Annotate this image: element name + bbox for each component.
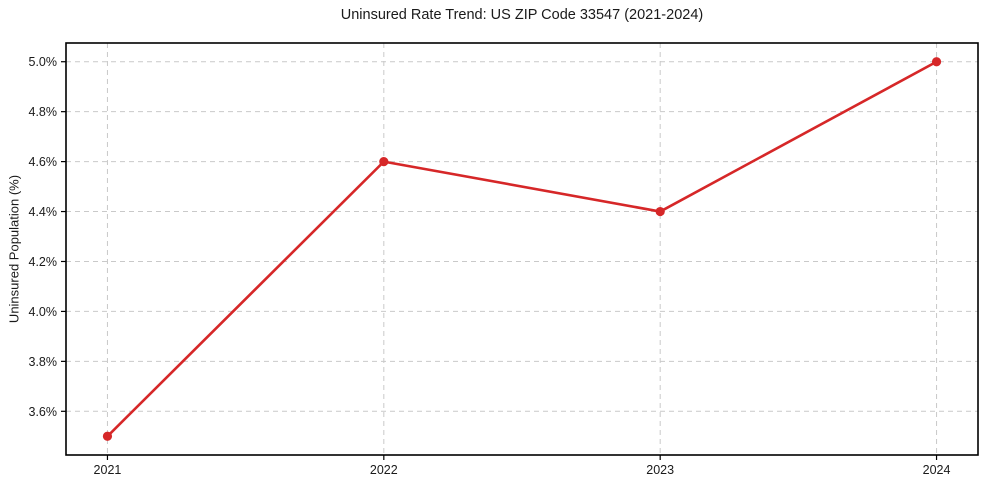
y-tick-label: 3.6% xyxy=(29,405,58,419)
data-point-marker xyxy=(102,431,113,441)
axes-spines xyxy=(65,42,979,456)
y-tick-label: 3.8% xyxy=(29,355,58,369)
y-tick-label: 4.4% xyxy=(29,205,58,219)
y-tick-label: 5.0% xyxy=(29,55,58,69)
y-tick-label: 4.2% xyxy=(29,255,58,269)
x-tick-label: 2022 xyxy=(370,463,398,477)
y-tick-label: 4.0% xyxy=(29,305,58,319)
data-point-marker xyxy=(379,157,389,167)
data-point-marker xyxy=(655,206,665,217)
y-axis-label: Uninsured Population (%) xyxy=(6,174,22,324)
trend-line xyxy=(106,60,938,438)
y-tick-label: 4.8% xyxy=(29,105,58,119)
data-point-marker xyxy=(931,57,942,67)
x-tick-label: 2021 xyxy=(94,463,122,477)
x-tick-label: 2023 xyxy=(646,463,674,477)
y-tick-label: 4.6% xyxy=(29,155,58,169)
chart-title: Uninsured Rate Trend: US ZIP Code 33547 … xyxy=(340,7,704,23)
x-tick-label: 2024 xyxy=(923,463,951,477)
